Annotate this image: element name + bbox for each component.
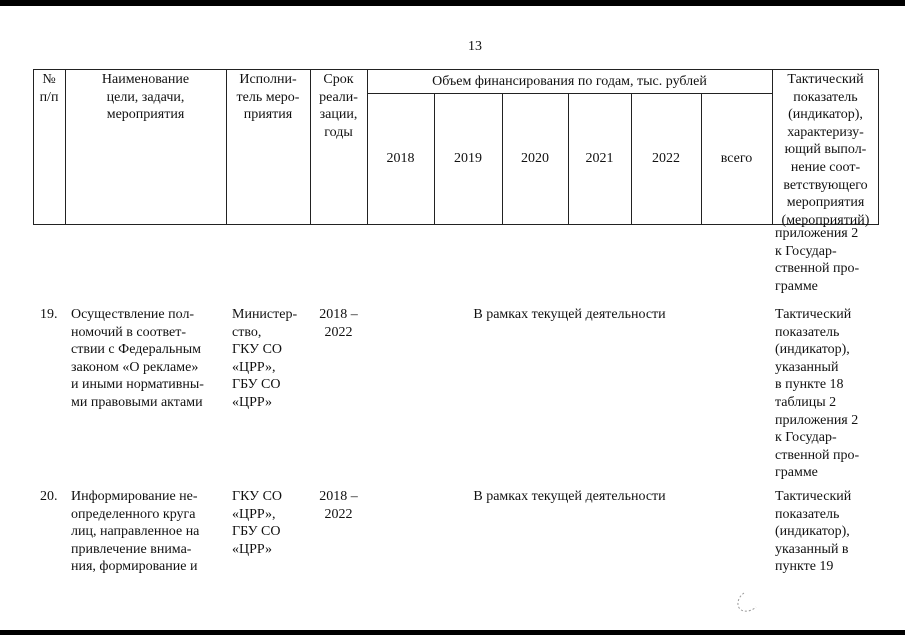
header-total: всего — [720, 151, 753, 166]
row-executor: Министер- ство, ГКУ СО «ЦРР», ГБУ СО «ЦР… — [232, 307, 298, 410]
handwritten-mark — [737, 592, 757, 612]
row-indicator: Тактический показатель (индикатор), указ… — [775, 307, 860, 481]
scan-bottom-border — [0, 630, 905, 635]
header-term: Срок реали- зации, годы — [319, 72, 358, 140]
row-num: 19. — [40, 307, 58, 322]
row-funding: В рамках текущей деятельности — [473, 489, 666, 504]
row-term: 2018 – 2022 — [319, 489, 358, 522]
row-name: Информирование не- определенного круга л… — [71, 489, 200, 575]
header-year: 2021 — [585, 151, 614, 166]
row-indicator: Тактический показатель (индикатор), указ… — [775, 489, 852, 575]
row-num: 20. — [40, 489, 58, 504]
scan-top-border — [0, 0, 905, 6]
header-year: 2019 — [454, 151, 482, 166]
indicator-continuation: приложения 2 к Государ- ственной про- гр… — [775, 226, 860, 294]
row-name: Осуществление пол- номочий в соответ- ст… — [71, 307, 204, 410]
header-year: 2018 — [386, 151, 415, 166]
row-term: 2018 – 2022 — [319, 307, 358, 340]
header-indicator: Тактический показатель (индикатор), хара… — [781, 72, 870, 228]
header-funding: Объем финансирования по годам, тыс. рубл… — [432, 74, 707, 89]
row-executor: ГКУ СО «ЦРР», ГБУ СО «ЦРР» — [232, 489, 283, 557]
row-funding: В рамках текущей деятельности — [473, 307, 666, 322]
page-number: 13 — [468, 39, 482, 54]
header-executor: Исполни- тель меро- приятия — [236, 72, 300, 123]
header-name: Наименование цели, задачи, мероприятия — [101, 72, 190, 123]
header-year: 2020 — [521, 151, 549, 166]
header-num: № п/п — [39, 72, 59, 105]
header-year: 2022 — [652, 151, 680, 166]
